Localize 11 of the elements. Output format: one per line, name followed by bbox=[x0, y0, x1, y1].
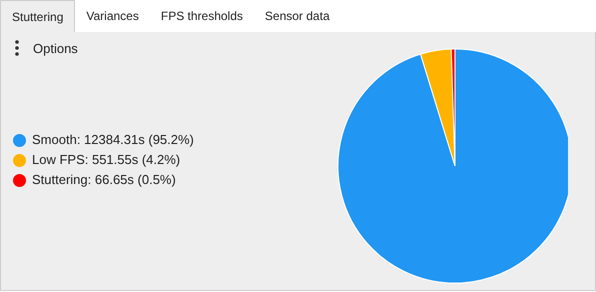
text: Stuttering bbox=[0, 0, 76, 32]
data-label: : 12384.31s (95.2%) bbox=[76, 131, 194, 149]
legend-label: Low FPS bbox=[32, 151, 85, 169]
legend-label: Smooth bbox=[32, 131, 77, 149]
legend-label: Stuttering bbox=[32, 171, 88, 189]
text: Sensor data bbox=[254, 0, 341, 32]
text: Variances bbox=[75, 0, 150, 32]
data-label: : 66.65s (0.5%) bbox=[88, 171, 176, 189]
text: Options bbox=[33, 40, 78, 56]
text: FPS thresholds bbox=[150, 0, 254, 32]
data-label: : 551.55s (4.2%) bbox=[84, 151, 180, 169]
